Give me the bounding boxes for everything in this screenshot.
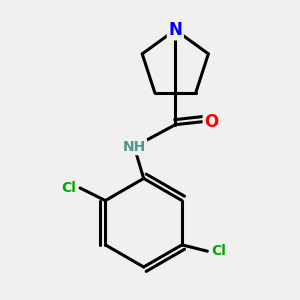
Text: N: N: [168, 21, 182, 39]
Text: NH: NH: [123, 140, 146, 154]
Text: Cl: Cl: [61, 181, 76, 195]
Text: Cl: Cl: [211, 244, 226, 258]
Text: O: O: [204, 112, 218, 130]
